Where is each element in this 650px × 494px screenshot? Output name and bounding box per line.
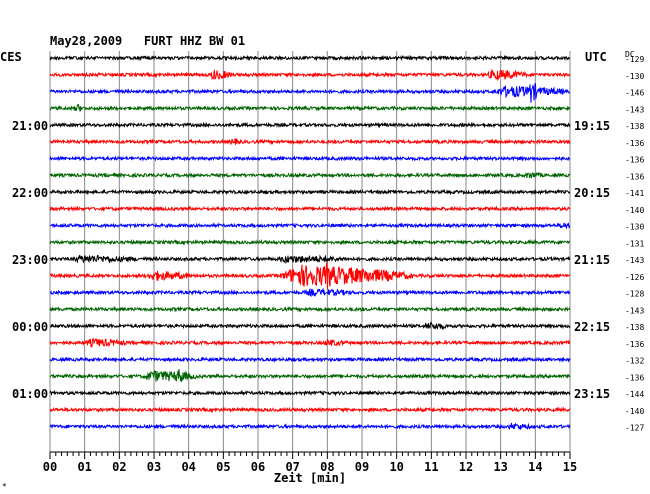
dc-header-label: DC (625, 50, 635, 59)
dc-offset-label-13: -126 (625, 273, 644, 282)
chart-title: May28,2009 FURT HHZ BW 01 (50, 34, 245, 48)
dc-offset-label-7: -136 (625, 172, 644, 181)
dc-offset-label-16: -138 (625, 323, 644, 332)
dc-offset-label-18: -132 (625, 357, 644, 366)
trace-line-4 (49, 121, 571, 129)
dc-offset-label-10: -130 (625, 223, 644, 232)
x-tick-label-07: 07 (285, 460, 299, 474)
trace-line-21 (49, 406, 571, 414)
trace-line-11 (49, 238, 571, 246)
seismic-traces (49, 54, 571, 431)
corner-mark: * (2, 482, 7, 491)
left-time-label-4: 01:00 (12, 387, 48, 401)
left-time-label-2: 23:00 (12, 253, 48, 267)
trace-line-9 (49, 205, 571, 213)
trace-line-15 (49, 305, 571, 313)
left-time-label-3: 00:00 (12, 320, 48, 334)
x-tick-label-03: 03 (147, 460, 161, 474)
trace-line-16 (49, 321, 571, 331)
x-tick-label-05: 05 (216, 460, 230, 474)
dc-offset-label-22: -127 (625, 424, 644, 433)
dc-offset-label-12: -143 (625, 256, 644, 265)
dc-offset-label-1: -130 (625, 72, 644, 81)
dc-offset-label-5: -136 (625, 139, 644, 148)
x-tick-label-13: 13 (493, 460, 507, 474)
x-tick-label-00: 00 (43, 460, 57, 474)
x-tick-label-15: 15 (563, 460, 577, 474)
dc-offset-label-17: -136 (625, 340, 644, 349)
dc-offset-label-2: -146 (625, 89, 644, 98)
x-axis-label: Zeit [min] (274, 471, 346, 485)
trace-line-14 (49, 287, 571, 298)
trace-line-10 (49, 222, 571, 230)
right-time-label-3: 22:15 (574, 320, 610, 334)
trace-line-3 (49, 103, 571, 112)
x-tick-label-02: 02 (112, 460, 126, 474)
x-tick-label-14: 14 (528, 460, 542, 474)
trace-line-17 (49, 337, 571, 348)
right-time-label-1: 20:15 (574, 186, 610, 200)
trace-line-6 (49, 155, 571, 162)
trace-line-13 (49, 261, 571, 290)
trace-line-0 (49, 54, 571, 62)
x-tick-label-11: 11 (424, 460, 438, 474)
dc-offset-label-15: -143 (625, 306, 644, 315)
x-tick-label-10: 10 (389, 460, 403, 474)
left-time-label-1: 22:00 (12, 186, 48, 200)
x-tick-label-04: 04 (181, 460, 195, 474)
dc-offset-label-3: -143 (625, 105, 644, 114)
trace-line-5 (49, 137, 571, 146)
trace-line-7 (49, 171, 571, 179)
trace-line-8 (49, 188, 571, 196)
dc-offset-label-8: -141 (625, 189, 644, 198)
trace-line-12 (49, 254, 571, 265)
x-tick-label-08: 08 (320, 460, 334, 474)
chart-labels: May28,2009 FURT HHZ BW 01 CES UTC DC Zei… (0, 34, 644, 491)
left-axis-label: CES (0, 50, 22, 64)
x-tick-label-12: 12 (459, 460, 473, 474)
trace-line-2 (49, 82, 571, 103)
x-axis: 00 01 02 03 04 05 06 07 08 09 10 11 12 13 14 15 (43, 451, 577, 474)
minute-grid (49, 51, 571, 452)
x-tick-label-01: 01 (77, 460, 91, 474)
dc-offset-label-14: -128 (625, 290, 644, 299)
dc-offset-label-21: -140 (625, 407, 644, 416)
x-tick-label-06: 06 (251, 460, 265, 474)
left-time-label-0: 21:00 (12, 119, 48, 133)
right-time-label-4: 23:15 (574, 387, 610, 401)
right-time-label-0: 19:15 (574, 119, 610, 133)
right-axis-label: UTC (585, 50, 607, 64)
trace-line-1 (49, 68, 571, 82)
right-time-label-2: 21:15 (574, 253, 610, 267)
dc-offset-label-11: -131 (625, 239, 644, 248)
x-tick-label-09: 09 (355, 460, 369, 474)
dc-offset-label-6: -136 (625, 156, 644, 165)
trace-line-18 (49, 356, 571, 363)
dc-offset-label-0: -129 (625, 55, 644, 64)
dc-offset-label-9: -140 (625, 206, 644, 215)
dc-offset-label-19: -136 (625, 373, 644, 382)
trace-line-22 (49, 422, 571, 431)
trace-line-19 (49, 369, 571, 382)
dc-offset-label-4: -138 (625, 122, 644, 131)
dc-offset-label-20: -144 (625, 390, 644, 399)
trace-line-20 (49, 389, 571, 397)
